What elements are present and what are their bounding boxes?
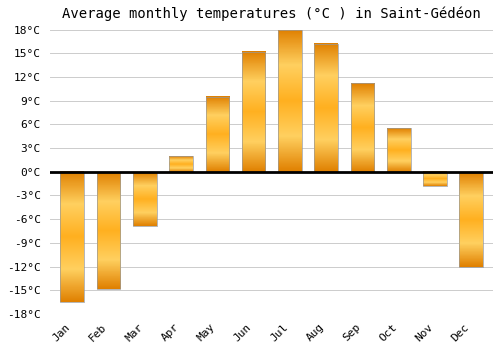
Bar bbox=[350, 83, 374, 172]
Bar bbox=[60, 172, 84, 302]
Bar bbox=[242, 52, 266, 172]
Bar bbox=[278, 29, 301, 172]
Bar bbox=[387, 128, 410, 172]
Bar bbox=[423, 172, 447, 186]
Bar bbox=[206, 97, 229, 172]
Bar bbox=[314, 44, 338, 172]
Title: Average monthly temperatures (°C ) in Saint-Gédéon: Average monthly temperatures (°C ) in Sa… bbox=[62, 7, 481, 21]
Bar bbox=[169, 156, 193, 172]
Bar bbox=[133, 172, 156, 225]
Bar bbox=[96, 172, 120, 289]
Bar bbox=[460, 172, 483, 267]
